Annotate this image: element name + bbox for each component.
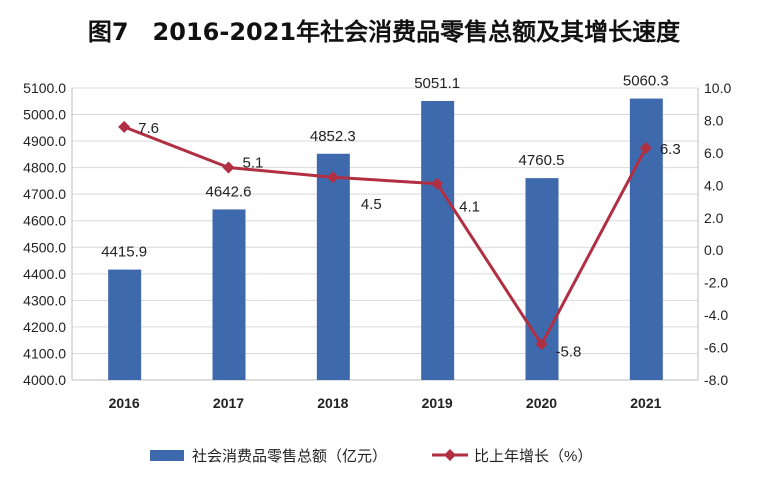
line-marker [222,161,235,174]
left-tick-label: 4800.0 [23,160,66,176]
line-marker [431,177,444,190]
right-tick-label: 8.0 [704,112,724,128]
bar-label: 5060.3 [623,73,669,90]
x-tick-label: 2016 [109,395,140,411]
line-label: 4.1 [459,199,480,216]
left-tick-label: 4000.0 [23,372,66,388]
right-tick-label: -6.0 [704,340,728,356]
right-tick-label: 0.0 [704,242,724,258]
line-marker [639,142,652,155]
legend-line-marker [444,449,456,461]
right-tick-label: 2.0 [704,210,724,226]
left-tick-label: 4400.0 [23,266,66,282]
right-tick-label: -4.0 [704,307,728,323]
line-label: 4.5 [361,196,382,213]
left-tick-label: 4900.0 [23,133,66,149]
line-label: -5.8 [556,343,582,360]
bar-label: 5051.1 [414,75,460,92]
left-tick-label: 4700.0 [23,186,66,202]
x-tick-label: 2017 [213,395,244,411]
right-tick-label: -8.0 [704,372,728,388]
right-tick-label: 6.0 [704,145,724,161]
line-label: 6.3 [660,141,681,158]
legend-bar-label: 社会消费品零售总额（亿元） [192,448,387,465]
left-tick-label: 4500.0 [23,239,66,255]
x-tick-label: 2019 [422,395,453,411]
line-marker [535,338,548,351]
bar [421,100,455,381]
bar [629,98,663,380]
legend-line-label: 比上年增长（%） [474,448,592,465]
line-label: 5.1 [243,154,264,171]
left-tick-label: 4100.0 [23,345,66,361]
bar-label: 4760.5 [519,152,565,169]
right-tick-label: 10.0 [704,80,731,96]
x-tick-label: 2021 [630,395,661,411]
bar [108,269,142,380]
line-marker [118,120,131,133]
bar [316,153,350,380]
left-tick-label: 4200.0 [23,319,66,335]
bar-label: 4415.9 [101,244,147,261]
right-tick-label: -2.0 [704,275,728,291]
chart-title: 图7 2016-2021年社会消费品零售总额及其增长速度 [87,18,681,46]
growth-line [123,125,648,348]
left-tick-label: 5000.0 [23,107,66,123]
x-tick-label: 2020 [526,395,557,411]
x-tick-label: 2018 [317,395,348,411]
left-tick-label: 4300.0 [23,292,66,308]
left-tick-label: 5100.0 [23,80,66,96]
bar-label: 4642.6 [206,183,252,200]
bar-label: 4852.3 [310,128,356,145]
bar [212,209,246,380]
right-tick-label: 4.0 [704,177,724,193]
legend-bar-swatch [150,450,184,461]
line-label: 7.6 [138,120,159,137]
left-tick-label: 4600.0 [23,213,66,229]
line-marker [326,171,339,184]
